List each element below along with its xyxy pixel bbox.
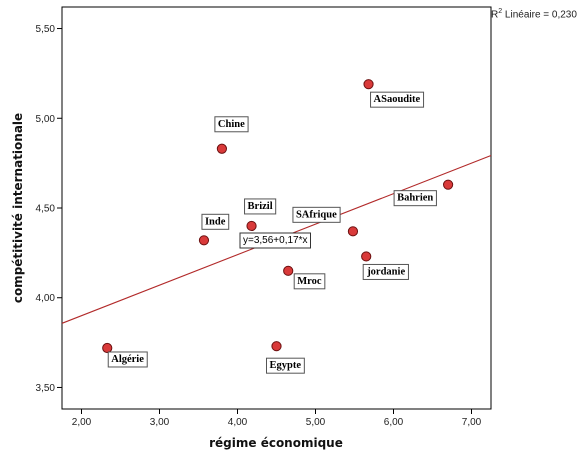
data-point	[198, 235, 210, 246]
point-label: Mroc	[293, 273, 326, 290]
x-tick-label: 7,00	[462, 417, 482, 428]
fit-equation: y=3,56+0,17*x	[243, 235, 308, 246]
point-label: Algérie	[107, 351, 148, 368]
point-label: Brizil	[244, 198, 277, 215]
data-point	[102, 342, 113, 354]
point-label: SAfrique	[292, 206, 341, 223]
point-label-text: Algérie	[111, 354, 144, 365]
equation-box	[239, 232, 311, 249]
point-label: Egypte	[266, 357, 305, 374]
x-tick-label: 4,00	[228, 417, 248, 428]
y-tick-label: 4,00	[36, 293, 56, 304]
data-point	[361, 251, 372, 262]
data-point	[271, 341, 282, 352]
point-label-box	[393, 190, 437, 207]
point-label-text: Egypte	[270, 360, 302, 371]
point-label-box	[244, 198, 277, 215]
point-label-text: Chine	[218, 119, 245, 130]
point-label-text: SAfrique	[296, 209, 337, 220]
point-label: ASaoudite	[370, 91, 425, 108]
point-label-box	[107, 351, 148, 368]
x-axis-title: régime économique	[209, 436, 343, 450]
point-label-box	[292, 206, 341, 223]
axes: 2,00 3,00 4,00 5,00 6,00 7,00 3,50 4,00 4,50 5,00…	[36, 24, 482, 428]
x-tick-label: 2,00	[72, 417, 92, 428]
data-point	[216, 143, 227, 154]
r2-prefix: R	[491, 9, 499, 21]
y-tick-label: 4,50	[36, 204, 56, 215]
point-label: Inde	[201, 213, 230, 230]
r2-label: R2 Linéaire = 0,230	[491, 8, 577, 20]
points-group	[102, 79, 454, 354]
point-label-text: Mroc	[297, 276, 322, 287]
point-label-text: Brizil	[248, 201, 273, 212]
r2-text: Linéaire = 0,230	[502, 9, 577, 21]
data-point	[347, 226, 359, 237]
data-point	[246, 220, 257, 232]
x-tick-label: 5,00	[306, 417, 326, 428]
point-label-text: Bahrien	[397, 193, 433, 204]
equation-group: y=3,56+0,17*x	[239, 232, 311, 249]
r2-superscript: 2	[498, 8, 503, 15]
point-label-text: Inde	[205, 216, 226, 227]
point-label-box	[362, 263, 409, 280]
point-label-box	[266, 357, 305, 374]
y-tick-label: 3,50	[36, 383, 56, 394]
point-label: jordanie	[362, 263, 409, 280]
x-tick-label: 3,00	[150, 417, 170, 428]
point-label: Bahrien	[393, 190, 437, 207]
point-label-box	[214, 116, 249, 133]
point-label-box	[201, 213, 230, 230]
y-axis-title: compétitivité internationale	[11, 113, 25, 303]
point-label: Chine	[214, 116, 249, 133]
data-point	[283, 265, 294, 276]
point-label-box	[293, 273, 326, 290]
data-point	[363, 79, 374, 90]
y-tick-label: 5,50	[36, 24, 56, 35]
point-label-text: ASaoudite	[374, 94, 421, 105]
point-label-text: jordanie	[366, 266, 405, 277]
point-label-box	[370, 91, 425, 108]
y-tick-label: 5,00	[36, 114, 56, 125]
data-point	[443, 179, 454, 190]
point-labels-group: Algérie Inde Chine Brizil Egypte Mroc SAfrique…	[107, 91, 437, 374]
x-tick-label: 6,00	[384, 417, 404, 428]
